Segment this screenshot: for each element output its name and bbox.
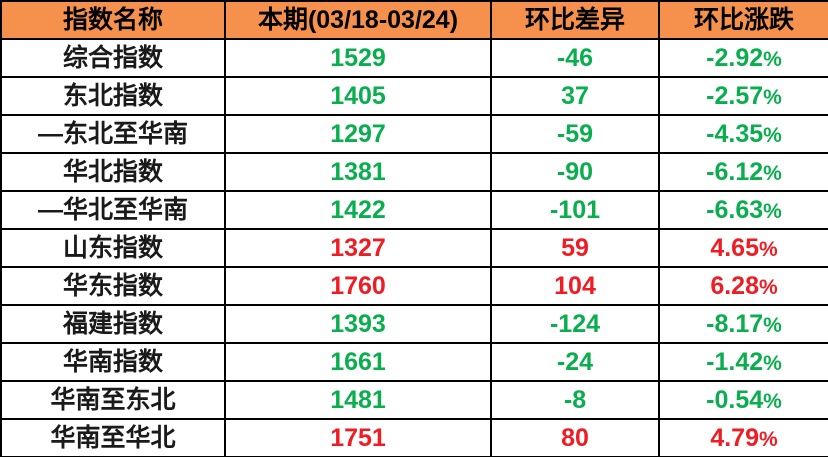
pct-value: -6.12 (706, 157, 764, 186)
pct-value: -6.63 (706, 195, 764, 224)
index-name-cell: —东北至华南 (0, 114, 226, 154)
pct-value: -1.42 (706, 347, 764, 376)
pct-cell: -8.17% (658, 304, 828, 344)
percent-sign: % (763, 199, 782, 223)
pct-cell: -1.42% (658, 342, 828, 382)
table-row: 华南至东北 1481 -8 -0.54% (0, 380, 828, 420)
percent-sign: % (763, 85, 782, 109)
current-value-cell: 1422 (224, 190, 492, 230)
index-name-cell: 华南至东北 (0, 380, 226, 420)
index-name-cell: 华北指数 (0, 152, 226, 192)
percent-sign: % (758, 427, 778, 451)
index-name-cell: 山东指数 (0, 228, 226, 268)
percent-sign: % (763, 351, 782, 375)
table-row: 华东指数 1760 104 6.28% (0, 266, 828, 306)
index-name-cell: 福建指数 (0, 304, 226, 344)
pct-cell: 4.65% (658, 228, 828, 268)
col-header-change-pct: 环比涨跌 (658, 0, 828, 40)
diff-cell: -46 (490, 38, 660, 78)
pct-cell: 6.28% (658, 266, 828, 306)
pct-cell: -2.57% (658, 76, 828, 116)
index-name-cell: 东北指数 (0, 76, 226, 116)
diff-cell: -90 (490, 152, 660, 192)
pct-cell: -2.92% (658, 38, 828, 78)
table-body: 综合指数 1529 -46 -2.92% 东北指数 1405 37 -2.57%… (0, 38, 828, 457)
pct-cell: 4.79% (658, 418, 828, 457)
diff-cell: 104 (490, 266, 660, 306)
diff-cell: 37 (490, 76, 660, 116)
index-name-cell: —华北至华南 (0, 190, 226, 230)
diff-cell: -101 (490, 190, 660, 230)
percent-sign: % (763, 161, 782, 185)
current-value-cell: 1529 (224, 38, 492, 78)
percent-sign: % (763, 47, 782, 71)
col-header-current-period: 本期(03/18-03/24) (224, 0, 492, 40)
current-value-cell: 1405 (224, 76, 492, 116)
pct-value: 4.79 (710, 423, 759, 452)
current-value-cell: 1393 (224, 304, 492, 344)
diff-cell: -59 (490, 114, 660, 154)
table-row: 东北指数 1405 37 -2.57% (0, 76, 828, 116)
diff-cell: -24 (490, 342, 660, 382)
percent-sign: % (763, 389, 782, 413)
percent-sign: % (763, 123, 782, 147)
current-value-cell: 1327 (224, 228, 492, 268)
pct-cell: -6.12% (658, 152, 828, 192)
table-row: —华北至华南 1422 -101 -6.63% (0, 190, 828, 230)
col-header-index-name: 指数名称 (0, 0, 226, 40)
pct-value: -2.57 (706, 81, 764, 110)
pct-value: 4.65 (710, 233, 759, 262)
table-row: 综合指数 1529 -46 -2.92% (0, 38, 828, 78)
table-row: 华南指数 1661 -24 -1.42% (0, 342, 828, 382)
table-row: —东北至华南 1297 -59 -4.35% (0, 114, 828, 154)
diff-cell: -124 (490, 304, 660, 344)
current-value-cell: 1297 (224, 114, 492, 154)
index-name-cell: 华南指数 (0, 342, 226, 382)
diff-cell: 80 (490, 418, 660, 457)
table-row: 福建指数 1393 -124 -8.17% (0, 304, 828, 344)
pct-value: -8.17 (706, 309, 764, 338)
current-value-cell: 1760 (224, 266, 492, 306)
pct-value: 6.28 (710, 271, 759, 300)
diff-cell: -8 (490, 380, 660, 420)
index-name-cell: 华南至华北 (0, 418, 226, 457)
percent-sign: % (758, 275, 778, 299)
col-header-diff: 环比差异 (490, 0, 660, 40)
index-name-cell: 华东指数 (0, 266, 226, 306)
current-value-cell: 1751 (224, 418, 492, 457)
percent-sign: % (758, 237, 778, 261)
header-row: 指数名称 本期(03/18-03/24) 环比差异 环比涨跌 (0, 0, 828, 40)
pct-cell: -4.35% (658, 114, 828, 154)
percent-sign: % (763, 313, 782, 337)
table-row: 华北指数 1381 -90 -6.12% (0, 152, 828, 192)
table-row: 山东指数 1327 59 4.65% (0, 228, 828, 268)
diff-cell: 59 (490, 228, 660, 268)
current-value-cell: 1381 (224, 152, 492, 192)
index-name-cell: 综合指数 (0, 38, 226, 78)
table-row: 华南至华北 1751 80 4.79% (0, 418, 828, 457)
pct-cell: -6.63% (658, 190, 828, 230)
pct-value: -2.92 (706, 43, 764, 72)
current-value-cell: 1481 (224, 380, 492, 420)
current-value-cell: 1661 (224, 342, 492, 382)
pct-value: -0.54 (706, 385, 764, 414)
pct-value: -4.35 (706, 119, 764, 148)
pct-cell: -0.54% (658, 380, 828, 420)
